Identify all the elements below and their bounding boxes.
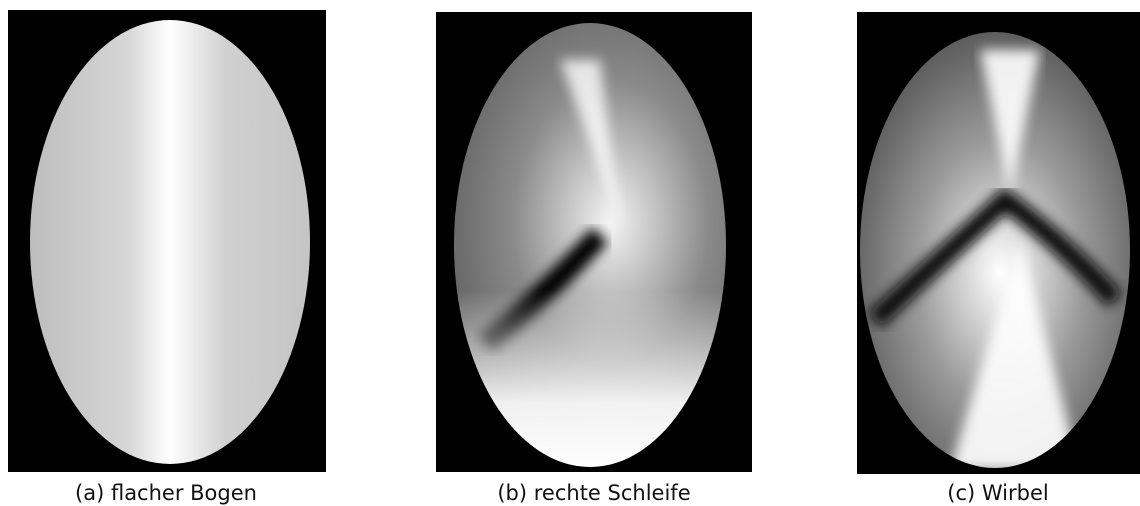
- orientation-field: [30, 20, 310, 464]
- caption: (a) flacher Bogen: [75, 481, 257, 505]
- caption: (c) Wirbel: [947, 481, 1048, 505]
- figure: (a) flacher Bogen (b) rechte Schleife (c…: [0, 0, 1140, 506]
- caption: (b) rechte Schleife: [497, 481, 690, 505]
